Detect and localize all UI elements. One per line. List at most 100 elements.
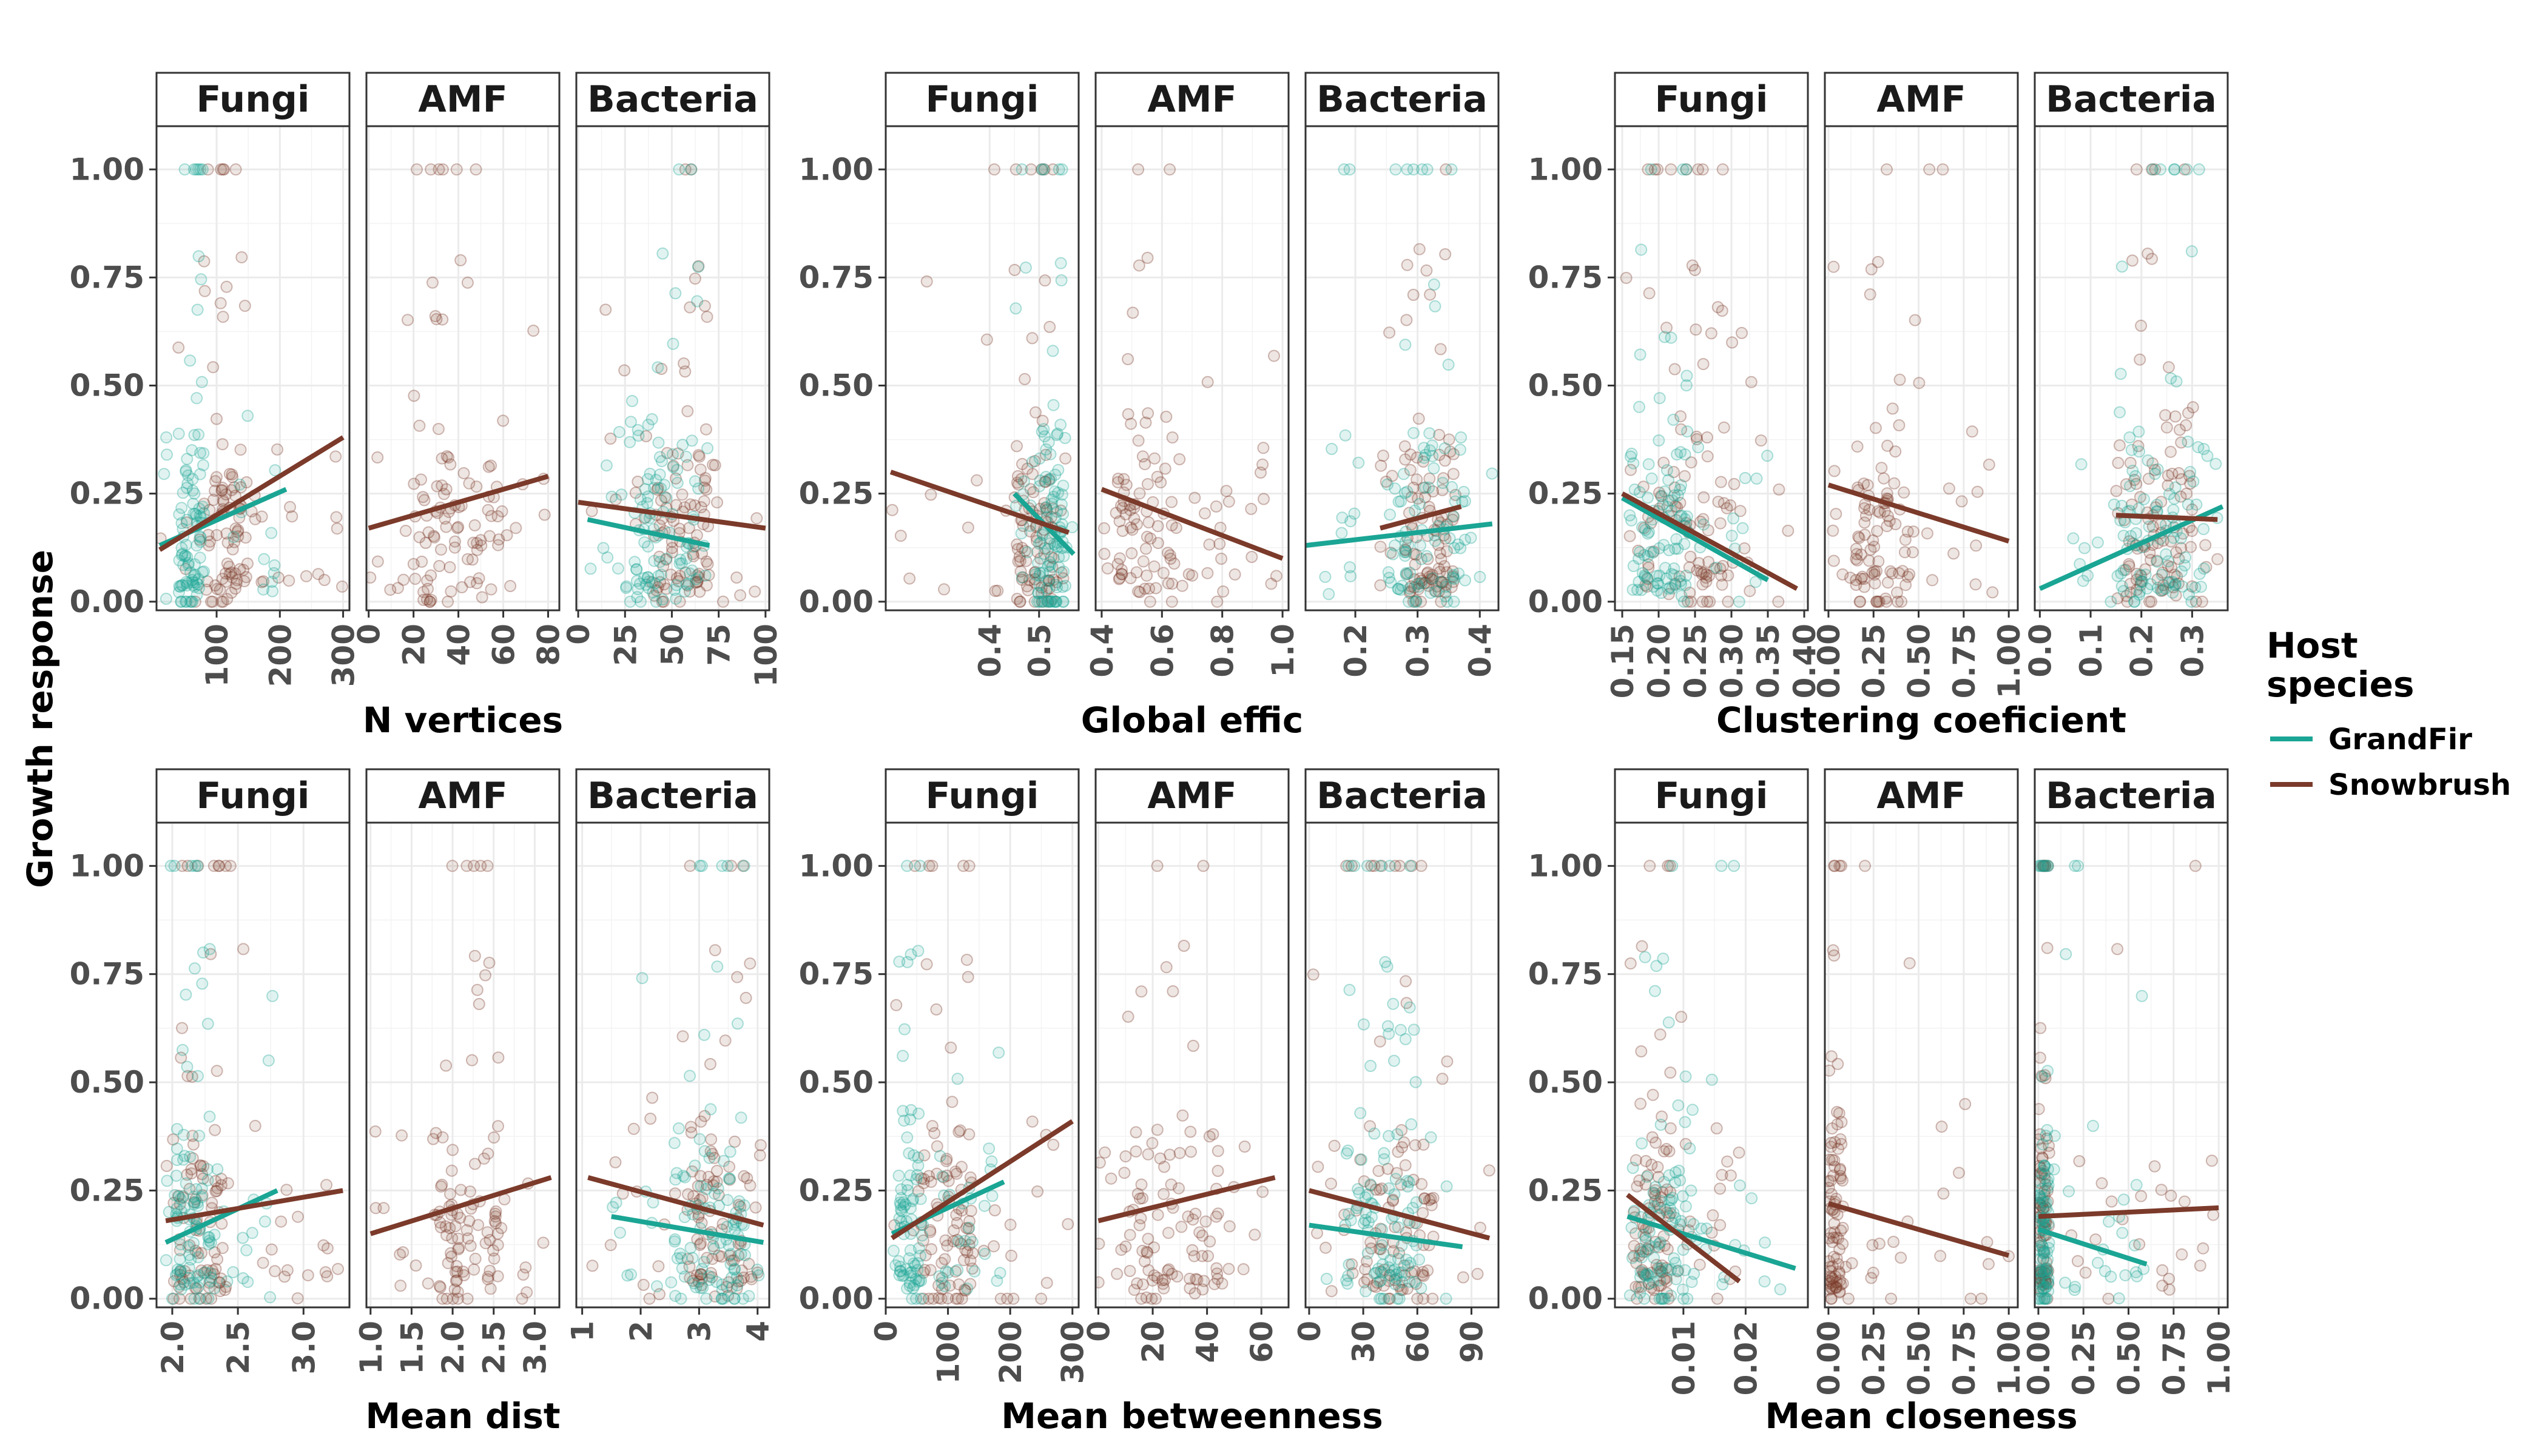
point-snowbrush	[1045, 551, 1058, 564]
point-snowbrush	[1137, 555, 1150, 568]
point-snowbrush	[2039, 860, 2052, 872]
point-snowbrush	[1435, 576, 1448, 588]
point-snowbrush	[1026, 1115, 1039, 1128]
point-grandfir	[726, 1281, 738, 1294]
point-snowbrush	[1640, 1154, 1652, 1167]
facet-strip-label: Fungi	[926, 78, 1039, 121]
point-grandfir	[724, 1145, 736, 1158]
point-snowbrush	[1637, 480, 1650, 493]
point-snowbrush	[1375, 1182, 1388, 1195]
point-snowbrush	[269, 1265, 281, 1278]
point-grandfir	[1054, 257, 1067, 269]
point-snowbrush	[637, 1278, 650, 1291]
point-snowbrush	[1421, 1264, 1434, 1277]
point-snowbrush	[1415, 575, 1428, 587]
point-snowbrush	[652, 581, 664, 593]
point-grandfir	[174, 581, 187, 593]
x-tick-label: 0	[561, 624, 596, 645]
point-grandfir	[1364, 1060, 1377, 1072]
x-tick-label: 0.15	[1605, 624, 1640, 698]
point-snowbrush	[448, 1283, 461, 1296]
facet-strip-label: Fungi	[197, 775, 310, 817]
point-snowbrush	[1024, 483, 1037, 496]
fit-line-snowbrush	[891, 1119, 1074, 1241]
point-snowbrush	[1697, 358, 1710, 371]
point-snowbrush	[231, 574, 243, 587]
point-grandfir	[693, 860, 706, 872]
point-snowbrush	[1664, 1122, 1677, 1134]
point-snowbrush	[1881, 520, 1893, 533]
point-snowbrush	[1909, 314, 1921, 326]
point-grandfir	[938, 1189, 951, 1202]
point-snowbrush	[1671, 501, 1684, 513]
point-snowbrush	[1716, 163, 1729, 176]
point-snowbrush	[1881, 163, 1893, 176]
x-tick-label: 0.25	[1678, 624, 1713, 698]
point-grandfir	[1668, 1252, 1680, 1265]
point-grandfir	[682, 578, 695, 590]
point-snowbrush	[655, 363, 668, 375]
point-grandfir	[2179, 551, 2192, 564]
point-snowbrush	[1139, 582, 1151, 595]
point-grandfir	[197, 946, 209, 959]
point-snowbrush	[239, 531, 252, 544]
point-snowbrush	[1662, 1292, 1675, 1305]
point-grandfir	[180, 465, 192, 478]
point-grandfir	[1049, 595, 1062, 608]
facet-strip	[2034, 72, 2229, 127]
point-snowbrush	[1943, 482, 1955, 495]
point-snowbrush	[1832, 1232, 1845, 1245]
point-snowbrush	[1926, 574, 1939, 587]
point-snowbrush	[1360, 1255, 1373, 1268]
point-snowbrush	[700, 579, 713, 592]
point-grandfir	[184, 354, 197, 367]
point-snowbrush	[1340, 860, 1353, 872]
point-snowbrush	[1474, 1221, 1486, 1234]
point-snowbrush	[1142, 407, 1154, 420]
point-snowbrush	[724, 1249, 736, 1262]
point-grandfir	[186, 473, 199, 485]
point-grandfir	[1387, 1054, 1400, 1067]
point-snowbrush	[1111, 1267, 1124, 1280]
point-grandfir	[1716, 1278, 1729, 1290]
point-snowbrush	[2035, 1266, 2048, 1278]
point-grandfir	[2183, 588, 2195, 601]
point-snowbrush	[320, 1179, 332, 1191]
point-snowbrush	[422, 1277, 434, 1290]
point-snowbrush	[917, 1234, 929, 1247]
point-snowbrush	[1312, 1161, 1324, 1173]
point-snowbrush	[451, 1286, 464, 1298]
point-grandfir	[701, 442, 714, 454]
point-grandfir	[2040, 1130, 2052, 1142]
point-grandfir	[686, 434, 698, 447]
point-grandfir	[1374, 1274, 1387, 1287]
point-snowbrush	[440, 1229, 453, 1241]
point-snowbrush	[1113, 571, 1126, 584]
point-snowbrush	[1724, 499, 1737, 511]
point-grandfir	[1044, 448, 1057, 460]
point-grandfir	[1406, 1202, 1419, 1215]
point-grandfir	[2040, 1196, 2053, 1209]
point-snowbrush	[1842, 1292, 1855, 1305]
point-grandfir	[2125, 530, 2137, 542]
point-snowbrush	[1014, 595, 1026, 608]
point-snowbrush	[1873, 506, 1886, 519]
point-snowbrush	[971, 474, 983, 487]
point-snowbrush	[184, 1292, 197, 1305]
point-grandfir	[2115, 499, 2128, 512]
point-snowbrush	[1040, 584, 1053, 597]
fit-line-grandfir	[1626, 1214, 1796, 1271]
point-snowbrush	[1679, 470, 1691, 482]
point-grandfir	[1036, 567, 1049, 579]
point-grandfir	[2035, 1269, 2048, 1282]
point-snowbrush	[1176, 579, 1188, 592]
point-snowbrush	[1830, 1281, 1843, 1293]
point-grandfir	[1650, 960, 1663, 972]
point-snowbrush	[1173, 1147, 1186, 1159]
point-grandfir	[175, 579, 188, 592]
point-grandfir	[939, 1280, 951, 1293]
point-grandfir	[624, 436, 636, 448]
point-grandfir	[1396, 1276, 1409, 1289]
point-snowbrush	[1159, 1273, 1171, 1286]
point-grandfir	[189, 962, 201, 975]
